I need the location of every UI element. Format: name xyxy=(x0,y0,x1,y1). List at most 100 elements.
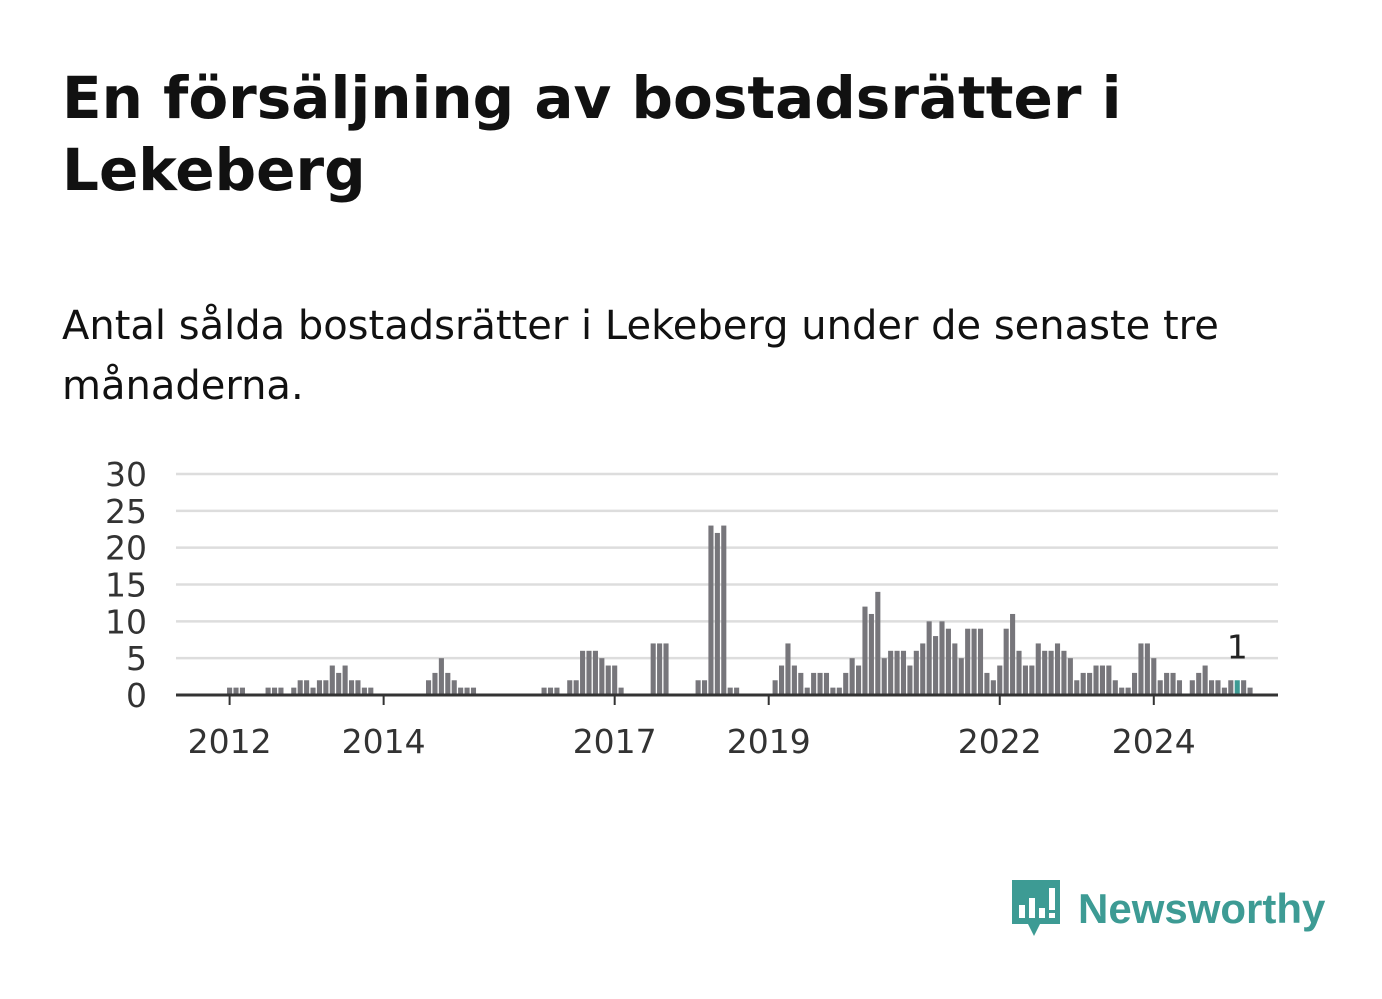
bar xyxy=(1202,665,1208,695)
bar xyxy=(554,687,560,695)
bar xyxy=(323,680,329,695)
y-tick-label: 30 xyxy=(105,455,147,494)
bar xyxy=(849,658,855,695)
bar xyxy=(990,680,996,695)
bar xyxy=(823,672,830,695)
bar xyxy=(913,650,919,695)
bar xyxy=(592,650,598,695)
y-tick-label: 0 xyxy=(126,676,147,715)
x-tick-label: 2012 xyxy=(188,722,272,761)
bar xyxy=(438,658,444,695)
bar xyxy=(1125,687,1131,695)
bar xyxy=(945,628,951,695)
bar xyxy=(304,680,310,695)
bar xyxy=(708,525,714,695)
bar xyxy=(843,672,849,695)
bar xyxy=(233,687,239,695)
bar xyxy=(817,672,823,695)
bar xyxy=(868,613,874,695)
bar xyxy=(1138,643,1144,695)
bar xyxy=(727,687,733,695)
bar xyxy=(271,687,278,695)
bar xyxy=(1074,680,1080,695)
bar xyxy=(1157,680,1163,695)
bar xyxy=(1144,643,1150,695)
bar xyxy=(1003,628,1009,695)
bar xyxy=(227,687,233,695)
bar xyxy=(721,525,727,695)
bar xyxy=(445,672,451,695)
bar xyxy=(342,665,348,695)
bar xyxy=(778,665,785,695)
bar-series xyxy=(227,525,1253,695)
bar xyxy=(772,680,778,695)
bar xyxy=(1170,672,1176,695)
x-tick-label: 2014 xyxy=(342,722,426,761)
bar xyxy=(1067,658,1073,695)
bar xyxy=(695,680,701,695)
brand-name: Newsworthy xyxy=(1078,885,1326,932)
bar xyxy=(451,680,457,695)
x-tick-label: 2022 xyxy=(958,722,1042,761)
bar xyxy=(1029,665,1035,695)
chart-title: En försäljning av bostadsrätter i Lekebe… xyxy=(62,64,1122,204)
x-tick-label: 2024 xyxy=(1112,722,1196,761)
bar xyxy=(663,643,669,695)
bar xyxy=(1099,665,1105,695)
x-tick-label: 2019 xyxy=(727,722,811,761)
bar xyxy=(329,665,335,695)
bar xyxy=(804,687,810,695)
bar xyxy=(1093,665,1099,695)
bar xyxy=(541,687,547,695)
bar xyxy=(1112,680,1118,695)
bar xyxy=(291,687,297,695)
bar xyxy=(1131,672,1138,695)
bar xyxy=(432,672,438,695)
bar xyxy=(894,650,900,695)
bar xyxy=(1119,687,1125,695)
bar xyxy=(965,628,971,695)
bar xyxy=(1035,643,1041,695)
bar xyxy=(618,687,624,695)
bar xyxy=(361,687,367,695)
bar xyxy=(714,532,720,695)
bar xyxy=(701,680,708,695)
bar xyxy=(458,687,464,695)
bar xyxy=(900,650,907,695)
bar xyxy=(1080,672,1086,695)
bar xyxy=(650,643,656,695)
chart-subtitle: Antal sålda bostadsrätter i Lekeberg und… xyxy=(62,303,1219,409)
newsworthy-logo-icon xyxy=(1012,880,1060,936)
bar xyxy=(464,687,470,695)
bar xyxy=(612,665,618,695)
bar xyxy=(586,650,592,695)
bar xyxy=(657,643,663,695)
bar xyxy=(426,680,432,695)
bar xyxy=(1106,665,1112,695)
bar xyxy=(1016,650,1022,695)
bar xyxy=(958,658,964,695)
bar xyxy=(1189,680,1195,695)
bar xyxy=(567,680,573,695)
brand-logo: Newsworthy xyxy=(1010,876,1325,942)
bar xyxy=(599,658,605,695)
axes xyxy=(176,693,1278,705)
bar xyxy=(297,680,303,695)
bar xyxy=(1247,687,1253,695)
bar xyxy=(791,665,797,695)
bar xyxy=(348,680,355,695)
bar xyxy=(830,687,836,695)
bar xyxy=(881,658,887,695)
y-tick-label: 5 xyxy=(126,639,147,678)
bar xyxy=(862,606,868,695)
bar xyxy=(920,643,926,695)
bar xyxy=(1151,658,1157,695)
bar xyxy=(984,672,990,695)
bar xyxy=(734,687,740,695)
gridlines xyxy=(176,472,1278,660)
bar xyxy=(1087,672,1093,695)
bar xyxy=(336,672,342,695)
bar xyxy=(580,650,586,695)
bar xyxy=(1048,650,1054,695)
bar xyxy=(265,687,271,695)
